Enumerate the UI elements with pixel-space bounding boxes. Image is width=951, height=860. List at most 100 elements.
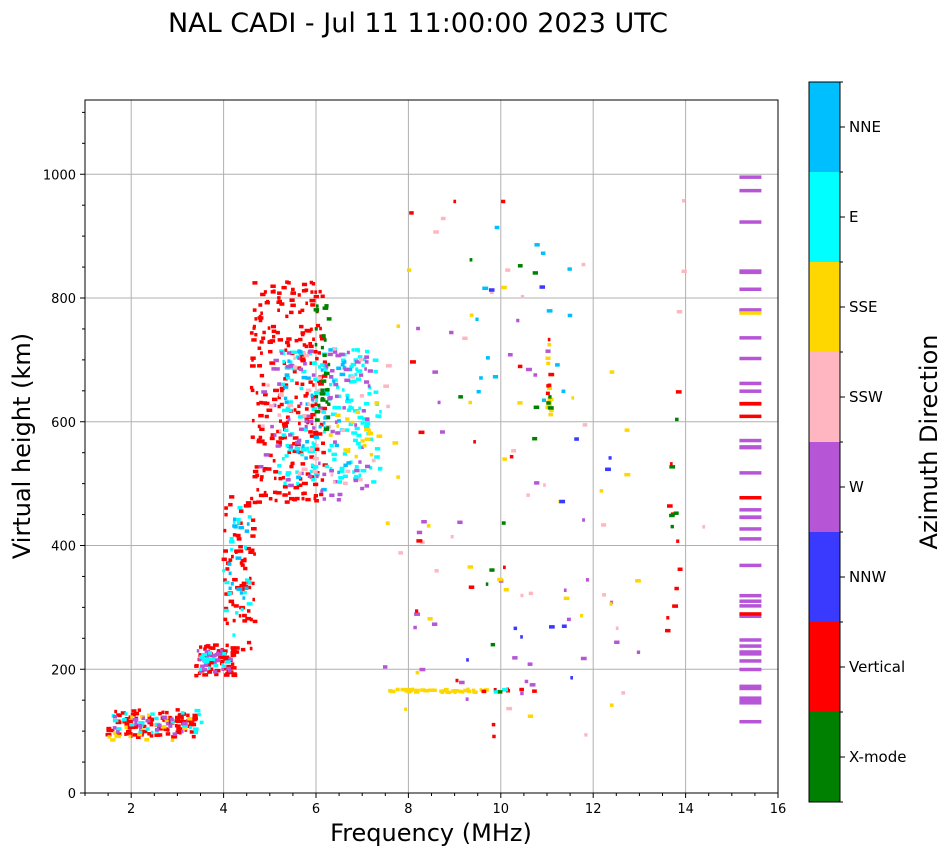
data-point	[520, 593, 524, 598]
data-point	[225, 671, 229, 676]
data-point	[346, 350, 350, 355]
data-point	[330, 368, 335, 373]
data-point	[312, 465, 319, 469]
data-point	[739, 220, 762, 224]
data-point	[193, 730, 199, 735]
data-point	[289, 363, 294, 368]
data-point	[338, 475, 345, 480]
data-point	[416, 539, 423, 543]
data-point	[134, 721, 138, 726]
data-point	[228, 558, 233, 562]
colorbar-segment	[809, 622, 840, 712]
data-point	[250, 388, 255, 393]
data-point	[406, 690, 412, 694]
data-point	[137, 732, 143, 737]
data-point	[285, 314, 289, 319]
data-point	[304, 344, 309, 349]
data-point	[739, 614, 762, 619]
data-point	[314, 447, 320, 452]
data-point	[621, 691, 626, 695]
data-point	[739, 659, 762, 663]
data-point	[339, 469, 345, 473]
data-point	[239, 605, 245, 610]
data-point	[361, 363, 365, 368]
data-point	[268, 403, 275, 408]
data-point	[316, 323, 321, 328]
data-point	[236, 587, 243, 591]
data-point	[127, 726, 132, 730]
data-point	[361, 409, 366, 413]
data-point	[467, 565, 474, 569]
data-point	[287, 450, 292, 455]
data-point	[320, 388, 324, 392]
data-point	[214, 652, 220, 657]
data-point	[250, 534, 256, 538]
data-point	[130, 715, 134, 719]
data-point	[351, 431, 358, 435]
data-point	[236, 517, 241, 522]
data-point	[258, 435, 263, 440]
data-point	[302, 413, 307, 418]
data-point	[453, 199, 457, 204]
data-point	[263, 453, 270, 457]
data-point	[224, 512, 228, 517]
data-point	[147, 715, 152, 719]
data-point	[351, 348, 355, 352]
data-point	[676, 310, 683, 314]
y-tick-label: 800	[51, 292, 76, 307]
data-point	[285, 415, 290, 420]
data-point	[262, 468, 266, 473]
data-point	[350, 420, 355, 425]
data-point	[308, 341, 312, 346]
data-point	[739, 445, 762, 449]
data-point	[517, 401, 523, 405]
data-point	[277, 413, 282, 417]
data-point	[294, 338, 299, 343]
data-point	[285, 340, 290, 345]
data-point	[339, 466, 345, 471]
data-point	[423, 688, 430, 693]
data-point	[203, 663, 209, 668]
data-point	[313, 294, 319, 299]
data-point	[334, 394, 339, 399]
data-point	[157, 727, 163, 731]
data-point	[242, 613, 247, 618]
data-point	[502, 688, 508, 692]
data-point	[468, 400, 472, 405]
data-point	[415, 609, 419, 613]
data-point	[702, 525, 706, 529]
data-point	[273, 358, 279, 363]
data-point	[482, 286, 489, 291]
data-point	[260, 311, 263, 315]
data-point	[320, 368, 324, 372]
data-point	[246, 609, 251, 613]
data-point	[304, 419, 308, 424]
data-point	[285, 443, 291, 448]
data-point	[545, 405, 550, 410]
data-point	[168, 724, 173, 728]
data-point	[188, 721, 195, 725]
data-point	[479, 376, 483, 380]
data-point	[739, 644, 762, 648]
data-point	[519, 687, 524, 692]
data-point	[548, 372, 555, 377]
data-point	[112, 726, 117, 730]
data-point	[289, 350, 296, 355]
data-point	[431, 622, 438, 626]
data-point	[313, 435, 320, 440]
data-point	[465, 697, 469, 701]
data-point	[212, 670, 218, 674]
data-point	[314, 431, 318, 435]
data-point	[227, 562, 232, 566]
data-point	[112, 731, 117, 735]
data-point	[335, 431, 341, 435]
data-point	[317, 403, 321, 408]
data-point	[285, 478, 291, 482]
data-point	[237, 506, 243, 510]
data-point	[546, 386, 553, 391]
data-point	[532, 436, 538, 441]
data-point	[681, 199, 686, 203]
data-point	[298, 421, 301, 426]
data-point	[285, 280, 289, 284]
data-point	[127, 732, 133, 736]
